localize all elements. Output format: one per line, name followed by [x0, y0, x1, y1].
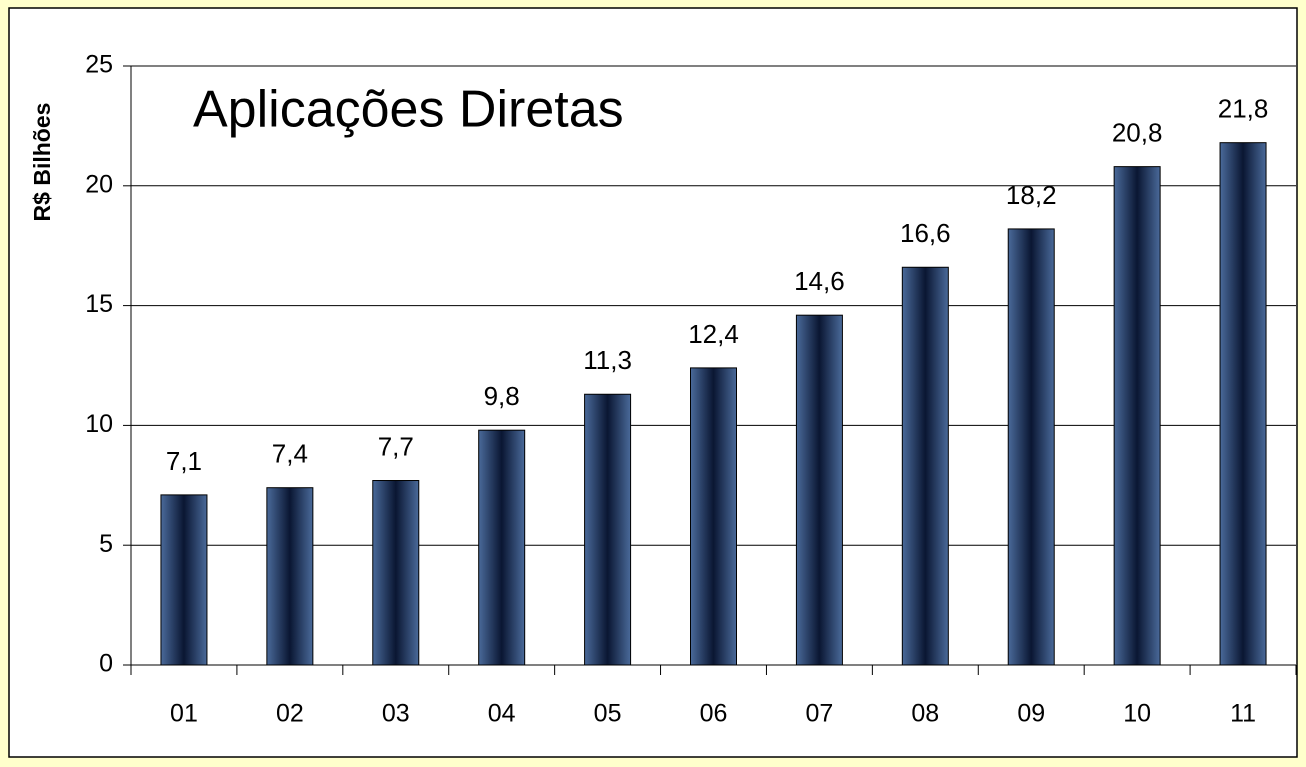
x-tick-label: 02: [276, 700, 304, 728]
x-tick-label: 09: [1017, 700, 1045, 728]
bar: [584, 393, 632, 666]
value-label: 20,8: [1112, 118, 1163, 148]
value-label: 14,6: [794, 266, 845, 296]
value-label: 11,3: [583, 345, 632, 375]
bar: [901, 266, 949, 666]
bar: [690, 367, 737, 666]
bar: [1007, 228, 1055, 666]
x-tick-label: 08: [911, 700, 939, 728]
y-tick-label: 15: [85, 290, 113, 318]
x-tick-label: 07: [806, 700, 834, 728]
y-tick-label: 5: [99, 530, 113, 558]
value-label: 9,8: [484, 381, 520, 411]
value-label: 7,4: [272, 439, 308, 469]
bar: [372, 480, 420, 666]
x-tick-label: 05: [594, 700, 622, 728]
x-tick-label: 04: [488, 700, 516, 728]
x-tick-label: 01: [170, 700, 198, 728]
chart-title: Aplicações Diretas: [193, 81, 624, 139]
bar: [160, 494, 208, 666]
value-label: 16,6: [900, 218, 951, 248]
bar: [1113, 166, 1161, 666]
y-tick-label: 10: [85, 410, 113, 438]
bar: [1219, 142, 1267, 666]
bar: [266, 487, 314, 666]
x-tick-label: 03: [382, 700, 410, 728]
chart-frame: [8, 7, 1298, 758]
y-tick-label: 0: [99, 650, 113, 678]
y-tick-label: 20: [85, 170, 113, 198]
y-axis-label: R$ Bilhões: [29, 103, 55, 222]
x-tick-label: 06: [700, 700, 728, 728]
bar: [478, 429, 526, 666]
x-tick-label: 11: [1230, 700, 1256, 728]
x-tick-label: 10: [1123, 700, 1151, 728]
bar: [795, 314, 843, 666]
y-tick-label: 25: [85, 51, 113, 79]
value-label: 12,4: [688, 319, 739, 349]
value-label: 7,7: [378, 431, 414, 461]
value-label: 18,2: [1006, 180, 1057, 210]
value-label: 7,1: [166, 446, 202, 476]
value-label: 21,8: [1218, 94, 1269, 124]
